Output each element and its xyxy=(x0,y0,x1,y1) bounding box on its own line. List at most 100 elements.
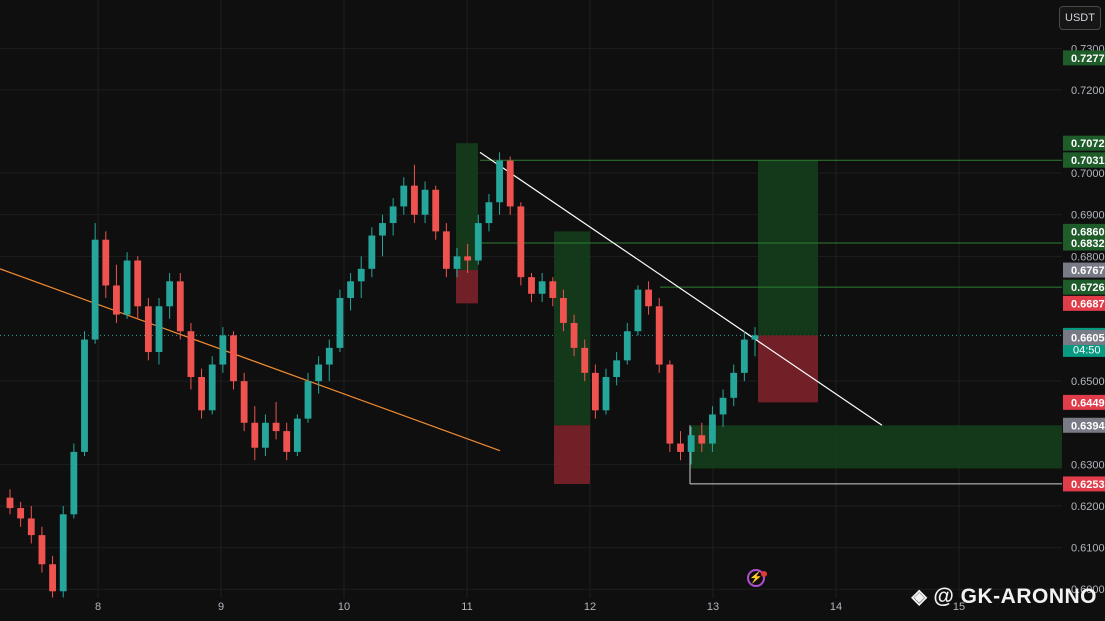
candle-body xyxy=(315,364,323,382)
candle-body xyxy=(570,322,578,348)
price-label-bg xyxy=(1063,394,1105,410)
candle-body xyxy=(272,422,280,432)
candle-body xyxy=(389,206,397,224)
candle-body xyxy=(719,397,727,415)
y-tick-label: 0.7200 xyxy=(1071,85,1105,97)
candle-body xyxy=(687,435,695,452)
profit-zone[interactable] xyxy=(690,425,1062,469)
candle-body xyxy=(123,260,131,315)
candle-body xyxy=(251,422,259,448)
price-label: 0.6449 xyxy=(1071,397,1105,409)
currency-button[interactable]: USDT xyxy=(1059,6,1101,30)
candle-body xyxy=(357,268,365,282)
candle-body xyxy=(379,223,386,236)
candle-body xyxy=(198,377,205,411)
candle-body xyxy=(91,239,99,340)
x-tick-label: 15 xyxy=(953,601,965,613)
candle-body xyxy=(538,281,546,294)
price-label-bg xyxy=(1063,235,1105,251)
candle-body xyxy=(751,335,759,340)
candle-body xyxy=(325,347,333,365)
candle-body xyxy=(634,289,642,332)
candle-body xyxy=(453,256,461,269)
price-label: 0.6394 xyxy=(1071,420,1105,432)
candle-body xyxy=(464,256,472,261)
x-tick-label: 13 xyxy=(707,601,719,613)
y-tick-label: 0.7000 xyxy=(1071,168,1105,180)
candle-body xyxy=(144,306,152,353)
y-tick-label: 0.6200 xyxy=(1071,501,1105,513)
price-label: 0.6253 xyxy=(1071,479,1105,491)
x-tick-label: 10 xyxy=(338,601,350,613)
candle-body xyxy=(655,306,663,365)
profit-zone[interactable] xyxy=(456,143,478,271)
price-label: 0.6687 xyxy=(1071,298,1105,310)
x-tick-label: 12 xyxy=(584,601,596,613)
resistance-trendline[interactable] xyxy=(479,151,883,426)
candle-body xyxy=(368,235,376,269)
x-tick-label: 8 xyxy=(95,601,101,613)
candle-body xyxy=(81,339,88,452)
drawn-lines[interactable] xyxy=(0,151,1062,485)
x-tick-label: 14 xyxy=(830,601,842,613)
price-label: 0.7277 xyxy=(1071,53,1105,65)
price-label: 0.6767 xyxy=(1071,265,1105,277)
candle-body xyxy=(581,347,589,373)
candle-body xyxy=(740,339,748,373)
price-label-bg xyxy=(1063,135,1105,151)
candle-body xyxy=(421,189,429,215)
candle-body xyxy=(262,422,269,448)
candle-body xyxy=(134,260,142,307)
time-axis[interactable]: 8 9 10 11 12 13 14 15 xyxy=(95,601,965,613)
price-label-bg xyxy=(1063,223,1105,239)
candle-body xyxy=(176,281,184,332)
loss-zone[interactable] xyxy=(456,270,478,304)
candle-body xyxy=(240,381,248,423)
lightning-bolt-icon[interactable]: ⚡ xyxy=(747,569,765,587)
candle-body xyxy=(623,331,631,361)
countdown-label: 04:50 xyxy=(1073,344,1101,356)
notification-dot xyxy=(761,571,767,577)
y-tick-label: 0.6300 xyxy=(1071,459,1105,471)
candle-body xyxy=(613,360,621,378)
price-axis[interactable]: 0.73000.72000.70000.69000.68000.65000.63… xyxy=(1071,43,1105,596)
support-trendline[interactable] xyxy=(0,268,501,452)
price-label-bg xyxy=(1063,295,1105,311)
candles xyxy=(6,152,759,598)
loss-zone[interactable] xyxy=(758,335,818,403)
candle-body xyxy=(411,185,418,215)
candle-body xyxy=(102,239,110,286)
countdown-bg xyxy=(1063,342,1105,357)
candle-body xyxy=(17,508,25,519)
price-label-bg xyxy=(1063,152,1105,168)
candle-body xyxy=(666,364,674,444)
watermark: ◈ @ GK-ARONNO xyxy=(911,584,1097,609)
candle-body xyxy=(230,335,237,382)
x-tick-label: 11 xyxy=(461,601,472,613)
candle-body xyxy=(59,514,67,592)
candle-body xyxy=(187,331,195,378)
y-tick-label: 0.6100 xyxy=(1071,543,1105,555)
loss-zone[interactable] xyxy=(554,425,590,484)
candle-body xyxy=(677,443,684,452)
price-label: 0.7031 xyxy=(1071,155,1105,167)
candle-body xyxy=(400,185,408,207)
price-label: 0.6832 xyxy=(1071,238,1105,250)
profit-zone[interactable] xyxy=(758,160,818,336)
y-tick-label: 0.6900 xyxy=(1071,210,1105,222)
candle-body xyxy=(113,285,120,315)
candle-body xyxy=(70,451,78,515)
y-tick-label: 0.6500 xyxy=(1071,376,1105,388)
candle-body xyxy=(442,231,450,269)
candle-body xyxy=(560,297,567,323)
price-label-bg xyxy=(1063,476,1105,492)
candle-body xyxy=(517,206,525,278)
binance-logo-icon: ◈ xyxy=(911,586,928,608)
position-zones[interactable] xyxy=(456,143,1062,484)
candle-body xyxy=(166,281,174,307)
candle-body xyxy=(49,564,56,592)
y-tick-label: 0.6000 xyxy=(1071,584,1105,596)
candle-body xyxy=(6,497,14,509)
price-label-bg xyxy=(1063,279,1105,295)
